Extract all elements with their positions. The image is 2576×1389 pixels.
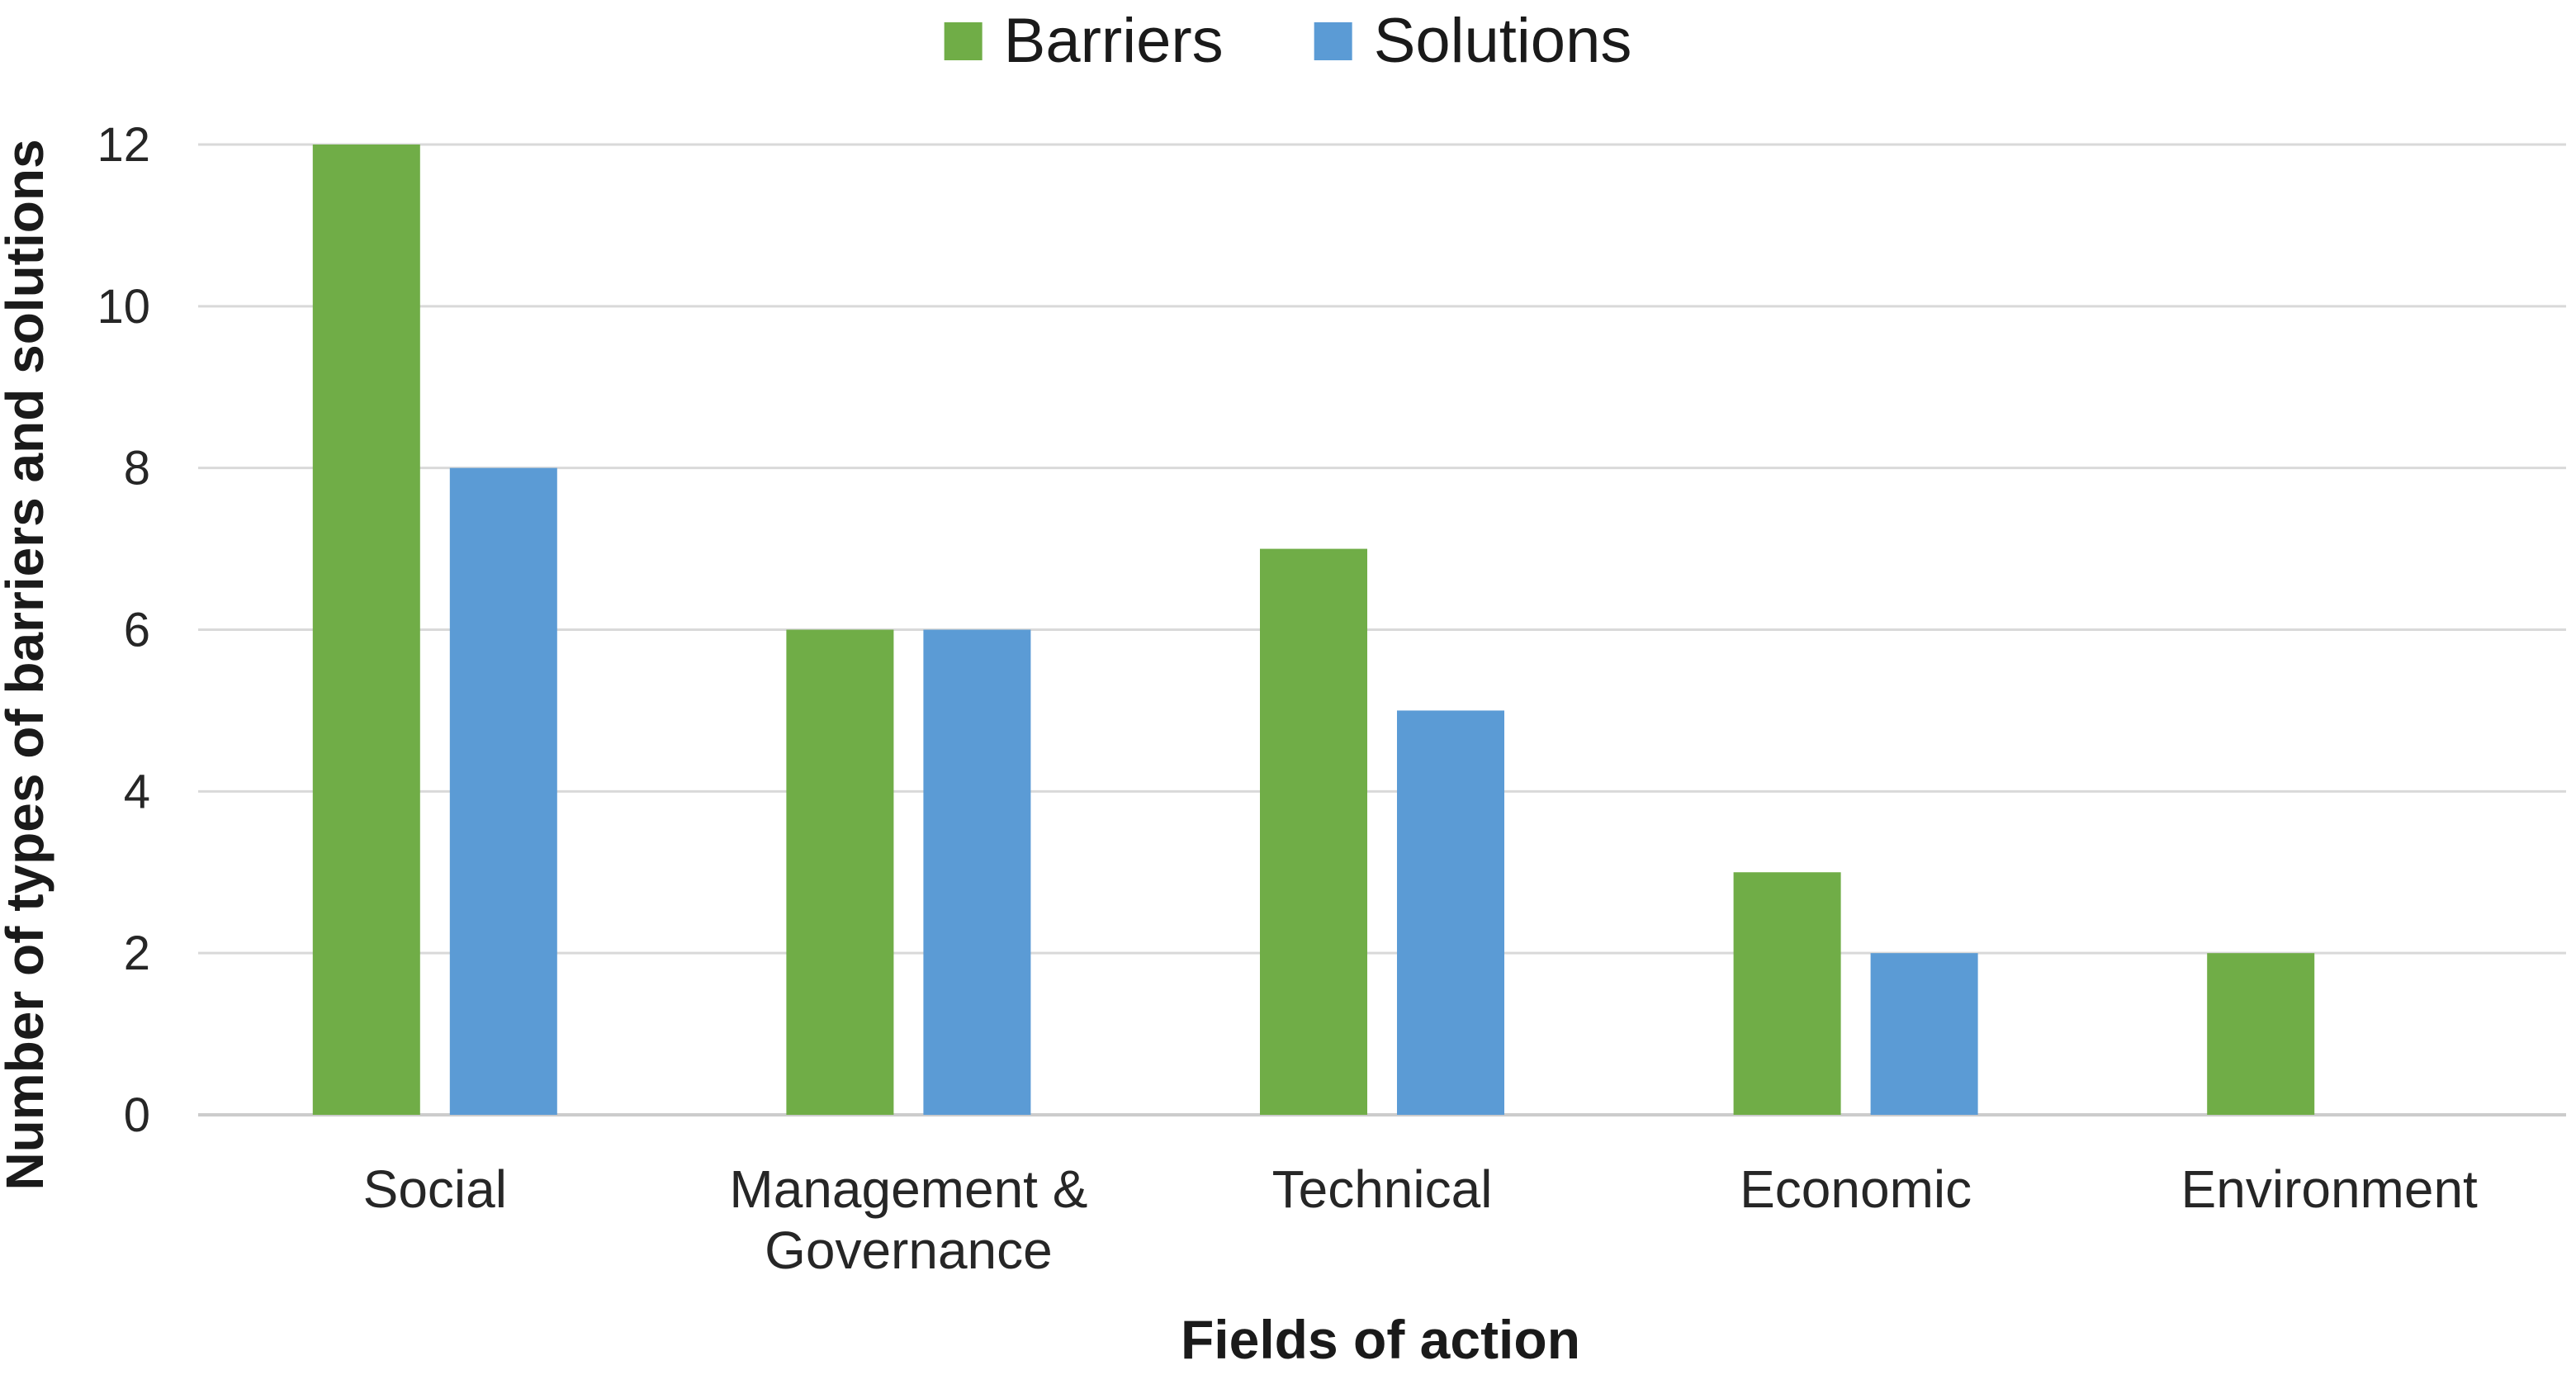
solutions-swatch-icon <box>1314 22 1352 60</box>
barriers-bar-economic <box>1733 872 1841 1115</box>
barriers-bar-environment <box>2207 953 2315 1115</box>
y-tick-label-2: 2 <box>124 927 150 980</box>
x-axis-title: Fields of action <box>1181 1309 1580 1370</box>
category-label-environment: Environment <box>2181 1159 2479 1219</box>
solutions-bar-social <box>449 467 557 1115</box>
y-axis-tick-labels: 0 2 4 6 8 10 12 <box>97 118 150 1142</box>
y-tick-label-12: 12 <box>97 118 150 172</box>
barriers-bar-social <box>312 145 420 1115</box>
y-tick-label-0: 0 <box>124 1088 150 1142</box>
solutions-bar-management-governance <box>923 629 1031 1115</box>
legend-item-solutions: Solutions <box>1314 6 1632 76</box>
barriers-bar-management-governance <box>786 629 894 1115</box>
y-axis-title: Number of types of barriers and solution… <box>0 139 54 1190</box>
barriers-swatch-icon <box>944 22 983 60</box>
x-axis-category-labels: Social Management & Governance Technical Eco… <box>363 1159 2478 1280</box>
legend-label-barriers: Barriers <box>1003 6 1224 76</box>
legend-item-barriers: Barriers <box>944 6 1224 76</box>
bars <box>312 145 2315 1115</box>
y-tick-label-10: 10 <box>97 280 150 334</box>
solutions-bar-technical <box>1397 710 1504 1115</box>
gridlines <box>198 143 2566 1116</box>
category-label-social: Social <box>363 1159 507 1219</box>
barriers-bar-technical <box>1260 548 1367 1115</box>
legend: Barriers Solutions <box>944 6 1632 76</box>
category-label-economic: Economic <box>1740 1159 1972 1219</box>
solutions-bar-economic <box>1870 953 1978 1115</box>
legend-label-solutions: Solutions <box>1373 6 1632 76</box>
y-tick-label-6: 6 <box>124 604 150 657</box>
category-label-technical: Technical <box>1272 1159 1493 1219</box>
y-tick-label-4: 4 <box>124 765 150 818</box>
category-label-management-governance: Management & Governance <box>729 1159 1087 1280</box>
y-tick-label-8: 8 <box>124 442 150 495</box>
